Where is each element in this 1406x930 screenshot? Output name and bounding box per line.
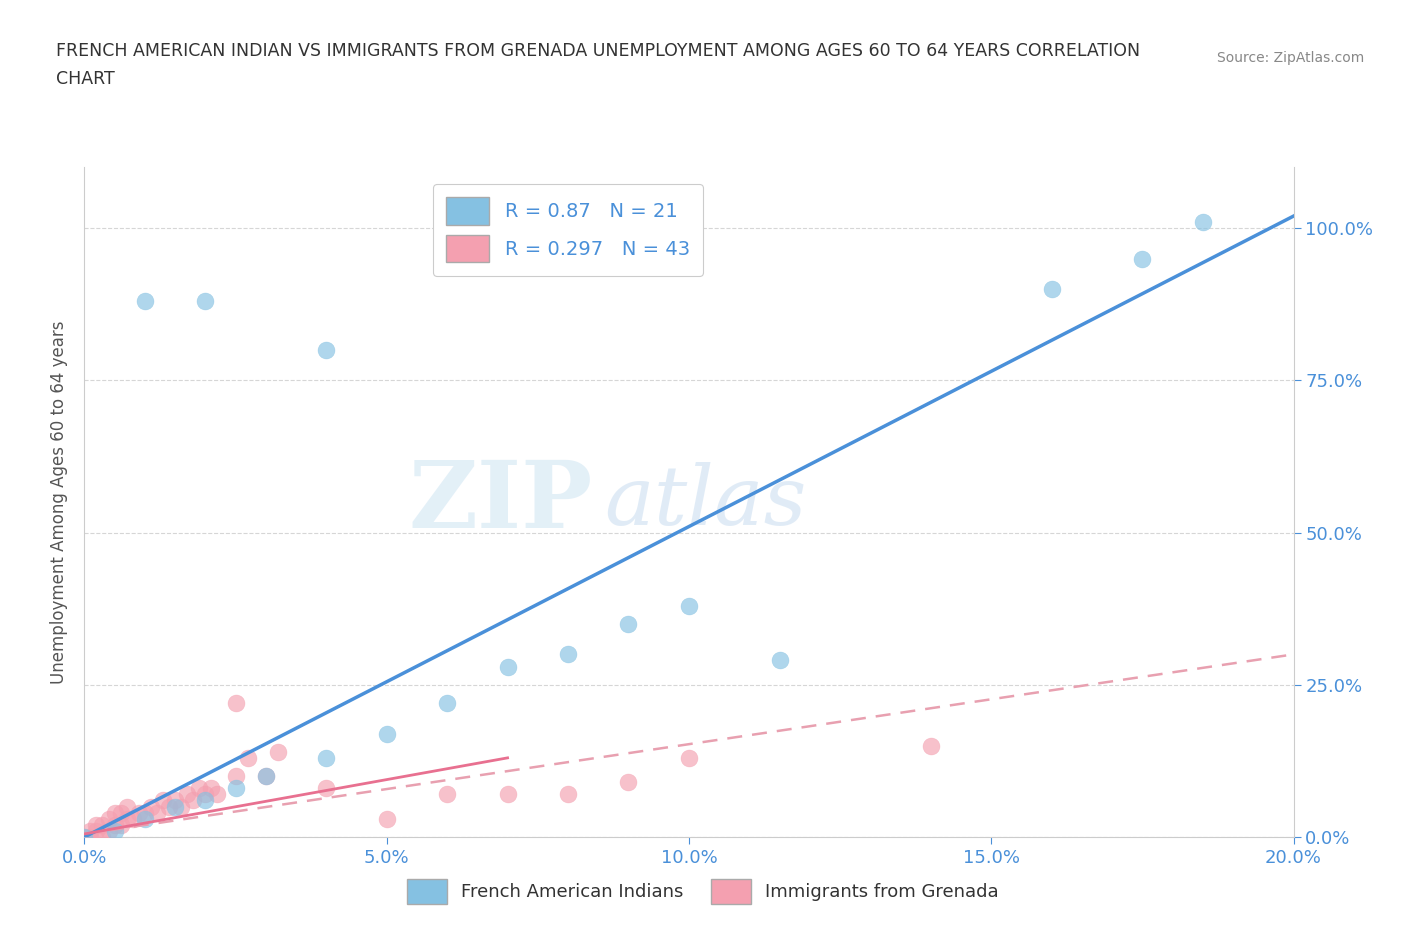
Point <box>496 659 519 674</box>
Y-axis label: Unemployment Among Ages 60 to 64 years: Unemployment Among Ages 60 to 64 years <box>51 321 69 684</box>
Point <box>617 617 640 631</box>
Point <box>225 781 247 796</box>
Point <box>134 805 156 820</box>
Point <box>254 769 277 784</box>
Point <box>128 805 150 820</box>
Point <box>170 799 193 814</box>
Point <box>97 823 120 838</box>
Point <box>152 793 174 808</box>
Point <box>188 781 211 796</box>
Point <box>496 787 519 802</box>
Point <box>91 830 114 844</box>
Point <box>134 811 156 826</box>
Point <box>104 823 127 838</box>
Point <box>315 342 337 357</box>
Legend: French American Indians, Immigrants from Grenada: French American Indians, Immigrants from… <box>401 871 1005 911</box>
Point <box>315 751 337 765</box>
Point <box>194 294 217 309</box>
Point <box>315 781 337 796</box>
Text: Source: ZipAtlas.com: Source: ZipAtlas.com <box>1216 51 1364 65</box>
Point <box>86 817 108 832</box>
Point <box>73 830 96 844</box>
Point <box>207 787 229 802</box>
Point <box>73 830 96 844</box>
Point <box>79 823 101 838</box>
Text: atlas: atlas <box>605 462 807 542</box>
Point <box>86 823 108 838</box>
Point <box>194 787 217 802</box>
Point <box>139 799 162 814</box>
Point <box>436 696 458 711</box>
Point <box>375 811 398 826</box>
Point <box>134 294 156 309</box>
Point <box>97 811 120 826</box>
Point <box>165 793 187 808</box>
Text: CHART: CHART <box>56 70 115 87</box>
Point <box>225 769 247 784</box>
Legend: R = 0.87   N = 21, R = 0.297   N = 43: R = 0.87 N = 21, R = 0.297 N = 43 <box>433 184 703 276</box>
Point <box>375 726 398 741</box>
Point <box>1192 215 1215 230</box>
Point <box>157 799 180 814</box>
Point <box>1040 282 1063 297</box>
Point <box>91 817 114 832</box>
Point <box>557 787 579 802</box>
Point <box>194 793 217 808</box>
Point <box>557 647 579 662</box>
Point <box>1130 251 1153 266</box>
Point <box>176 787 198 802</box>
Point <box>200 781 222 796</box>
Point <box>110 817 132 832</box>
Text: ZIP: ZIP <box>408 458 592 547</box>
Point <box>236 751 259 765</box>
Point <box>920 738 942 753</box>
Point <box>254 769 277 784</box>
Point <box>436 787 458 802</box>
Text: FRENCH AMERICAN INDIAN VS IMMIGRANTS FROM GRENADA UNEMPLOYMENT AMONG AGES 60 TO : FRENCH AMERICAN INDIAN VS IMMIGRANTS FRO… <box>56 42 1140 60</box>
Point <box>115 811 138 826</box>
Point <box>121 811 143 826</box>
Point <box>165 799 187 814</box>
Point <box>225 696 247 711</box>
Point <box>115 799 138 814</box>
Point <box>110 805 132 820</box>
Point <box>617 775 640 790</box>
Point <box>104 805 127 820</box>
Point <box>267 744 290 759</box>
Point <box>181 793 204 808</box>
Point <box>678 598 700 613</box>
Point <box>104 817 127 832</box>
Point <box>79 830 101 844</box>
Point <box>678 751 700 765</box>
Point <box>146 805 169 820</box>
Point <box>769 653 792 668</box>
